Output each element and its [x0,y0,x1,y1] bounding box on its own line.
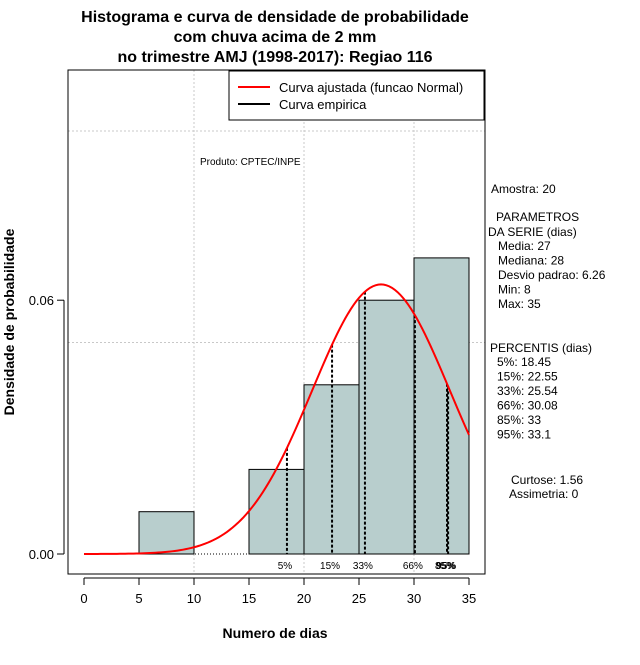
chart-title-line-2: com chuva acima de 2 mm [174,29,377,46]
param-1: Mediana: 28 [498,254,564,268]
normal-curve-line [83,283,470,555]
legend-entry-empirical: Curva empirica [279,97,367,112]
x-tick-label-1: 5 [135,591,142,606]
y-axis-label: Densidade de probabilidade [1,228,17,415]
stats-panel: Amostra: 20 PARAMETROS DA SERIE (dias) M… [488,182,606,501]
percentil-3: 66%: 30.08 [497,399,558,413]
x-tick-label-0: 0 [80,591,87,606]
percentile-label-3: 66% [403,561,423,572]
legend-box [228,70,485,121]
percentile-label-5: 95% [436,561,456,572]
histogram-bar-5 [413,257,470,555]
x-axis: 0 5 10 15 20 25 30 35 [80,577,476,606]
y-tick-label-0: 0.00 [29,547,54,562]
legend-entry-normal: Curva ajustada (funcao Normal) [279,80,463,95]
sample-size: Amostra: 20 [491,182,556,196]
normal-curve [83,283,470,555]
percentil-5: 95%: 33.1 [497,428,551,442]
percentile-label-1: 15% [320,561,340,572]
percentile-label-2: 33% [353,561,373,572]
x-tick-label-2: 10 [187,591,201,606]
percentil-0: 5%: 18.45 [497,355,551,369]
params-title-2: DA SERIE (dias) [488,225,577,239]
x-tick-label-4: 20 [297,591,311,606]
assimetria-value: Assimetria: 0 [509,487,579,501]
percentil-1: 15%: 22.55 [497,370,558,384]
histogram-bars [138,257,470,555]
x-tick-label-5: 25 [352,591,366,606]
x-axis-label: Numero de dias [222,625,327,641]
curtose-value: Curtose: 1.56 [511,473,583,487]
percentile-label-4: 85% [435,561,455,572]
legend: Curva ajustada (funcao Normal) Curva emp… [228,70,485,121]
x-tick-label-7: 35 [462,591,476,606]
percentile-lines: 5% 15% 33% 66% 85%95% [278,291,456,572]
y-axis: 0.00 0.06 [29,293,65,562]
percentil-2: 33%: 25.54 [497,384,558,398]
param-4: Max: 35 [498,297,541,311]
chart-title-line-1: Histograma e curva de densidade de proba… [81,9,469,26]
plot-frame [67,69,486,575]
param-0: Media: 27 [498,239,551,253]
y-tick-label-1: 0.06 [29,293,54,308]
x-tick-label-3: 15 [242,591,256,606]
histogram-bar-0 [138,511,195,555]
product-label: Produto: CPTEC/INPE [200,157,301,168]
chart-title-line-3: no trimestre AMJ (1998-2017): Regiao 116 [117,49,432,66]
param-2: Desvio padrao: 6.26 [498,268,606,282]
percentis-title: PERCENTIS (dias) [490,341,592,355]
histogram-bar-4 [358,299,415,555]
param-3: Min: 8 [498,283,531,297]
histogram-bar-2 [248,468,305,555]
params-title-1: PARAMETROS [496,210,579,224]
x-tick-label-6: 30 [407,591,421,606]
percentile-label-0: 5% [278,561,293,572]
percentil-4: 85%: 33 [497,413,541,427]
